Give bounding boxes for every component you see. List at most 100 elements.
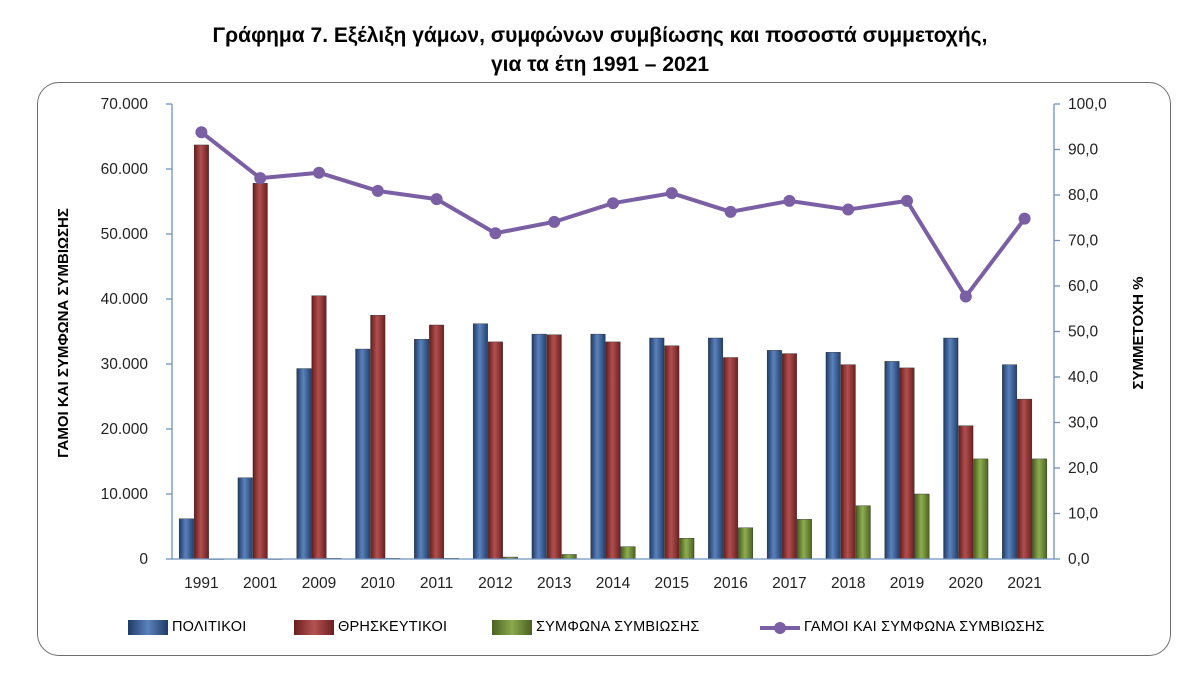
line-share-point xyxy=(430,193,443,206)
bar-cohabitation xyxy=(1032,458,1048,560)
y-right-tick-label: 80,0 xyxy=(1068,187,1099,204)
line-share-point xyxy=(607,197,619,210)
line-share-point xyxy=(665,187,678,200)
y-right-tick-label: 20,0 xyxy=(1068,460,1099,477)
bar-religious xyxy=(370,315,386,560)
bar-cohabitation xyxy=(561,554,577,560)
y-axis-right-label: ΣΥΜΜΕΤΟΧΗ % xyxy=(1130,277,1147,390)
bar-civil xyxy=(531,333,547,560)
bar-religious xyxy=(958,425,974,560)
legend-item-cohabitation: ΣΥΜΦΩΝΑ ΣΥΜΒΙΩΣΗΣ xyxy=(492,619,700,635)
bar-religious xyxy=(429,324,445,560)
bar-civil xyxy=(178,518,194,560)
x-tick-label: 2017 xyxy=(772,575,806,592)
bar-civil xyxy=(237,477,253,560)
bar-religious xyxy=(840,364,856,560)
chart-title-line1: Γράφημα 7. Εξέλιξη γάμων, συμφώνων συμβί… xyxy=(212,24,988,47)
bar-cohabitation xyxy=(796,519,812,560)
line-share-point xyxy=(724,205,737,218)
bar-cohabitation xyxy=(973,458,989,560)
bar-religious xyxy=(1017,398,1033,560)
legend-label-religious: ΘΡΗΣΚΕΥΤΙΚΟΙ xyxy=(338,619,448,635)
x-tick-label: 2013 xyxy=(537,575,571,592)
bar-religious xyxy=(664,345,680,560)
y-left-tick-label: 30.000 xyxy=(101,356,149,373)
bar-cohabitation xyxy=(738,527,754,560)
bar-religious xyxy=(546,334,562,560)
y-right-tick-label: 70,0 xyxy=(1068,233,1099,250)
y-left-tick-label: 70.000 xyxy=(101,96,149,113)
line-share xyxy=(200,130,1027,299)
y-left-tick-label: 40.000 xyxy=(101,291,149,308)
x-tick-label: 2014 xyxy=(596,575,631,592)
bar-civil xyxy=(708,337,724,560)
legend: ΠΟΛΙΤΙΚΟΙ ΘΡΗΣΚΕΥΤΙΚΟΙ ΣΥΜΦΩΝΑ ΣΥΜΒΙΩΣΗΣ… xyxy=(0,612,1200,642)
x-tick-label: 2010 xyxy=(361,575,396,592)
bar-civil xyxy=(296,368,312,560)
legend-item-civil: ΠΟΛΙΤΙΚΟΙ xyxy=(128,619,246,635)
line-share-point xyxy=(371,184,384,197)
bar-religious xyxy=(193,144,209,560)
x-tick-label: 2020 xyxy=(949,575,984,592)
bar-civil xyxy=(355,348,371,560)
line-share-point xyxy=(783,194,796,207)
bar-cohabitation xyxy=(620,546,636,560)
line-share-point xyxy=(901,194,913,207)
x-tick-label: 2019 xyxy=(890,575,924,592)
bar-civil xyxy=(414,339,430,560)
bar-religious xyxy=(311,295,327,560)
legend-label-share: ΓΑΜΟΙ ΚΑΙ ΣΥΜΦΩΝΑ ΣΥΜΒΙΩΣΗΣ xyxy=(804,619,1045,635)
line-share-point xyxy=(489,227,502,240)
bar-religious xyxy=(252,183,268,560)
legend-swatch-religious xyxy=(294,619,334,635)
x-tick-label: 2016 xyxy=(713,575,747,592)
line-share-point xyxy=(313,166,325,179)
chart-frame xyxy=(37,82,1171,656)
legend-item-share: ΓΑΜΟΙ ΚΑΙ ΣΥΜΦΩΝΑ ΣΥΜΒΙΩΣΗΣ xyxy=(760,619,1045,635)
legend-item-religious: ΘΡΗΣΚΕΥΤΙΚΟΙ xyxy=(294,619,447,635)
bar-religious xyxy=(781,353,797,560)
x-tick-label: 2001 xyxy=(243,575,277,592)
bar-cohabitation xyxy=(914,493,930,560)
y-right-tick-label: 50,0 xyxy=(1068,324,1099,341)
x-tick-label: 2015 xyxy=(655,575,689,592)
bar-religious xyxy=(487,341,503,560)
bar-civil xyxy=(1002,364,1018,560)
y-right-tick-label: 0,0 xyxy=(1068,551,1090,568)
line-share-point xyxy=(254,172,267,185)
line-share-point xyxy=(842,203,855,216)
legend-swatch-cohabitation xyxy=(492,619,532,635)
bar-religious xyxy=(723,357,739,560)
y-axis-left-label: ΓΑΜΟΙ ΚΑΙ ΣΥΜΦΩΝΑ ΣΥΜΒΙΩΣΗΣ xyxy=(55,208,72,458)
line-share-point xyxy=(195,126,208,139)
bar-civil xyxy=(884,361,900,560)
y-left-tick-label: 60.000 xyxy=(101,161,149,178)
legend-label-cohabitation: ΣΥΜΦΩΝΑ ΣΥΜΒΙΩΣΗΣ xyxy=(536,619,700,635)
bar-civil xyxy=(649,337,665,560)
y-left-tick-label: 10.000 xyxy=(101,486,149,503)
x-tick-label: 2011 xyxy=(420,575,453,592)
x-tick-label: 2012 xyxy=(478,575,512,592)
y-right-tick-label: 30,0 xyxy=(1068,415,1099,432)
bar-religious xyxy=(899,367,915,560)
legend-swatch-civil xyxy=(128,619,168,635)
x-tick-label: 2009 xyxy=(302,575,336,592)
x-tick-label: 2018 xyxy=(831,575,865,592)
bar-civil xyxy=(766,350,782,560)
bar-civil xyxy=(825,352,841,560)
y-right-tick-label: 100,0 xyxy=(1068,96,1107,113)
line-share-point xyxy=(1018,212,1031,225)
bar-cohabitation xyxy=(855,505,871,560)
y-left-tick-label: 20.000 xyxy=(101,421,149,438)
bar-cohabitation xyxy=(679,538,695,560)
y-right-tick-label: 10,0 xyxy=(1068,506,1099,523)
y-right-tick-label: 40,0 xyxy=(1068,369,1099,386)
y-left-tick-label: 50.000 xyxy=(101,226,149,243)
legend-swatch-share xyxy=(760,620,800,635)
x-tick-label: 1991 xyxy=(184,575,218,592)
y-right-tick-label: 90,0 xyxy=(1068,142,1099,159)
line-share-point xyxy=(959,290,972,303)
chart-title-line2: για τα έτη 1991 – 2021 xyxy=(490,53,710,76)
legend-label-civil: ΠΟΛΙΤΙΚΟΙ xyxy=(172,619,247,635)
y-left-tick-label: 0 xyxy=(139,551,148,568)
